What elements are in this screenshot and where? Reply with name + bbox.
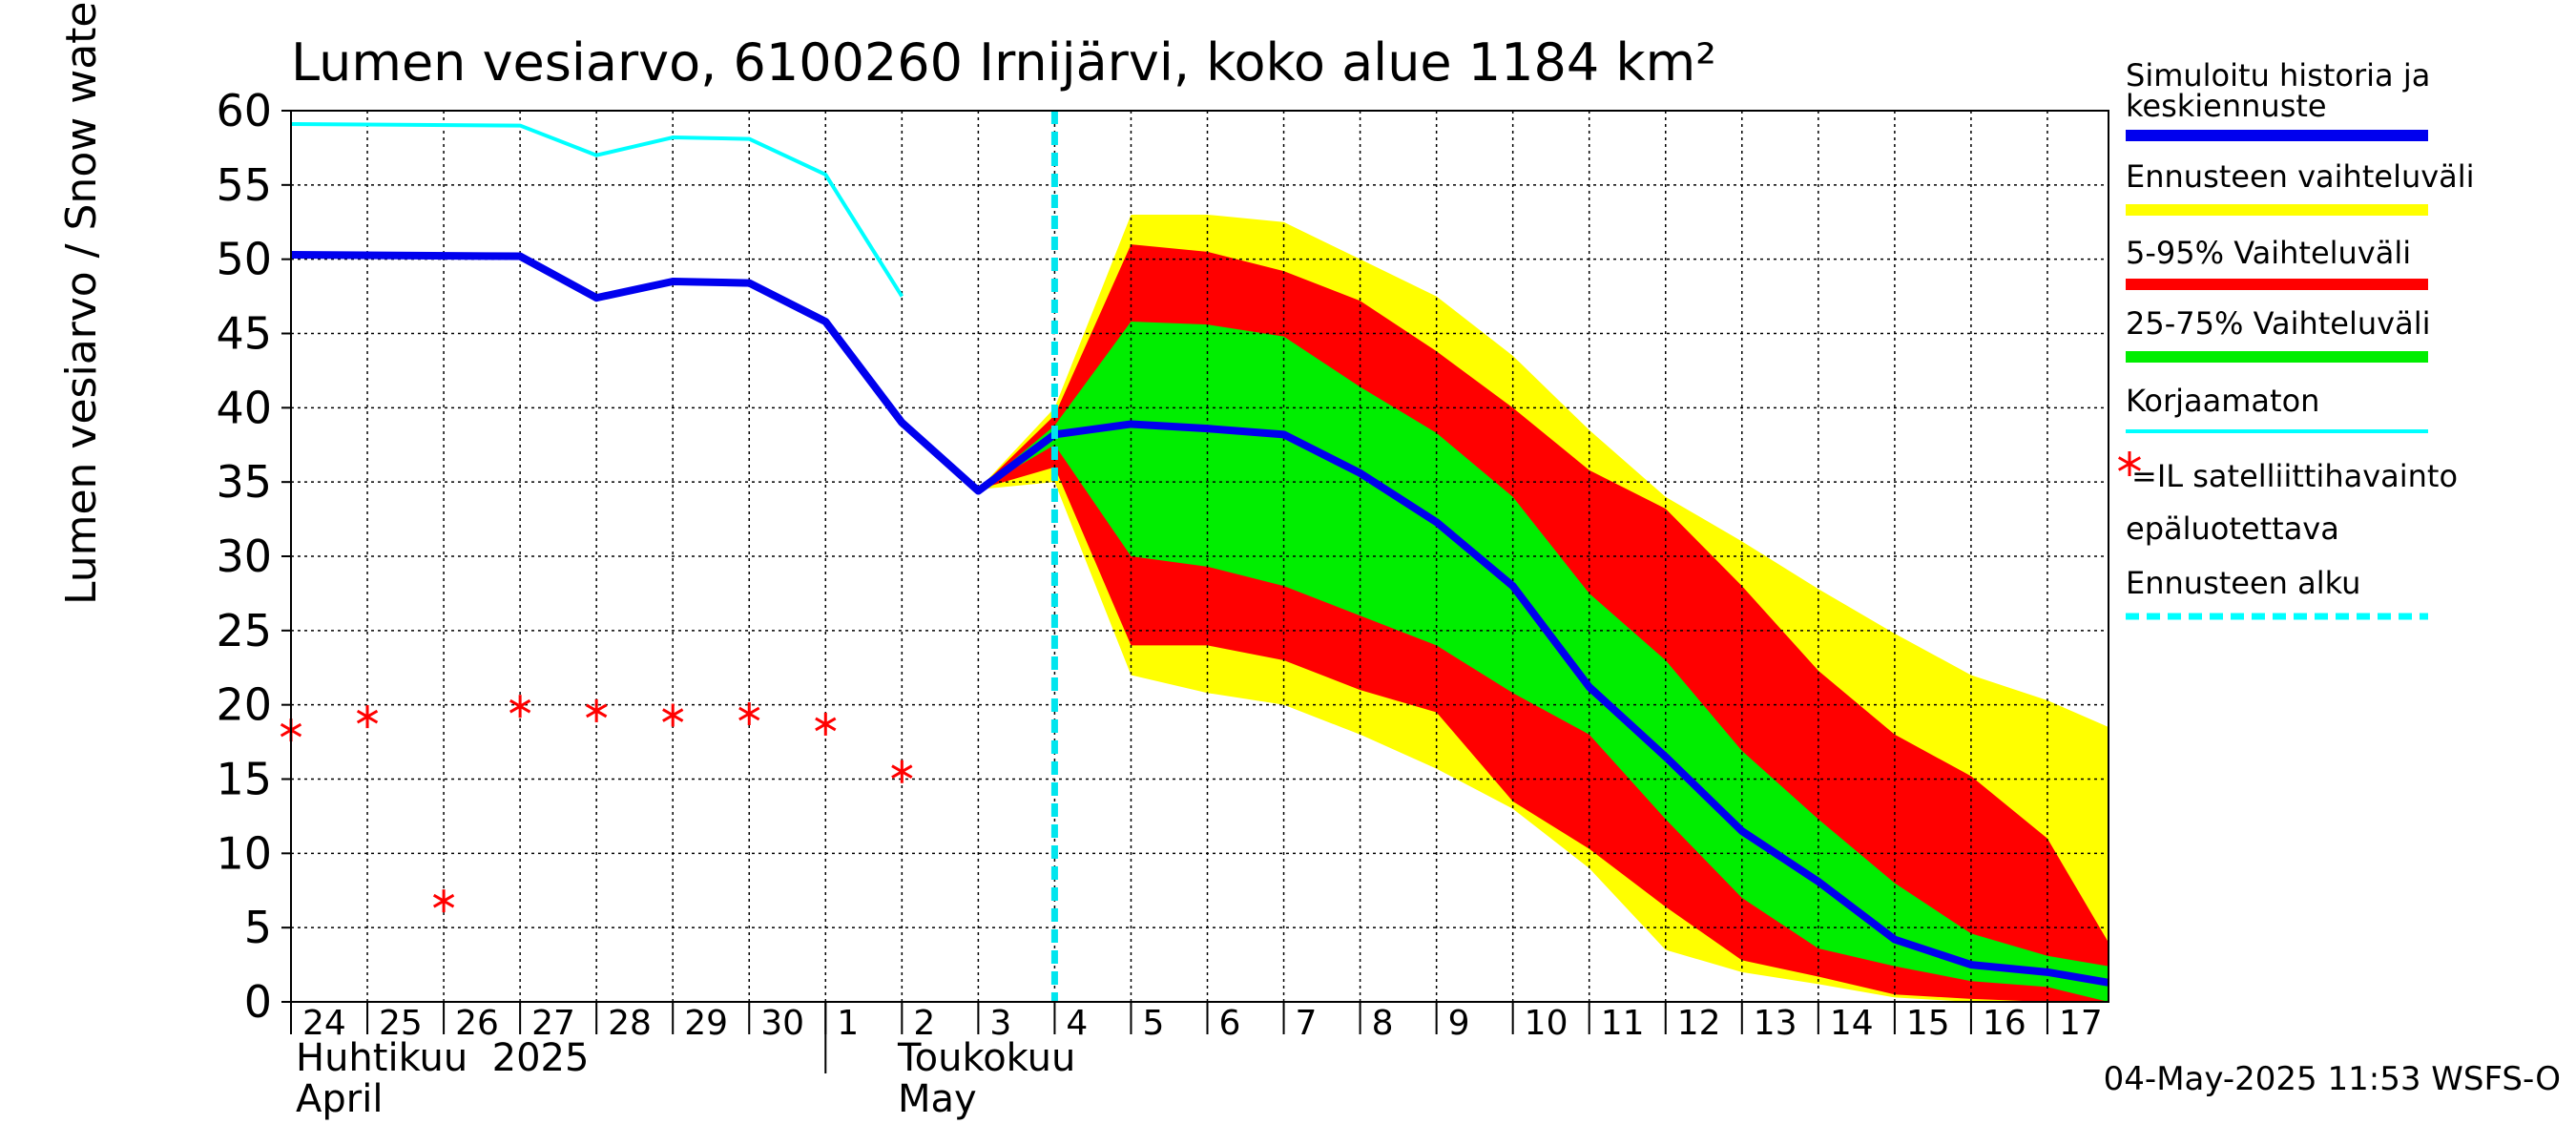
y-tick-label-30: 30 <box>216 531 272 582</box>
x-tick-label-6: 30 <box>760 1004 804 1043</box>
x-tick-label-10: 4 <box>1066 1004 1088 1043</box>
x-tick-label-2: 26 <box>455 1004 499 1043</box>
legend-label-5: Korjaamaton <box>2126 383 2319 419</box>
x-tick-label-0: 24 <box>302 1004 346 1043</box>
y-tick-label-10: 10 <box>216 827 272 879</box>
x-tick-label-21: 15 <box>1906 1004 1950 1043</box>
y-tick-label-25: 25 <box>216 605 272 656</box>
y-tick-label-20: 20 <box>216 679 272 731</box>
observation-point-8 <box>891 760 913 783</box>
y-tick-label-60: 60 <box>216 85 272 136</box>
y-tick-label-50: 50 <box>216 234 272 285</box>
x-tick-label-3: 27 <box>531 1004 575 1043</box>
x-tick-label-4: 28 <box>608 1004 652 1043</box>
observation-point-7 <box>815 712 837 736</box>
x-tick-label-5: 29 <box>684 1004 728 1043</box>
legend-star-icon <box>2117 451 2142 476</box>
series-line-2 <box>290 122 904 298</box>
x-tick-label-22: 16 <box>1983 1004 2026 1043</box>
legend-label-6-line2: epäluotettava <box>2126 510 2339 547</box>
x-tick-label-7: 1 <box>837 1004 859 1043</box>
y-axis: 0 5 10 15 20 25 30 35 40 45 50 55 60 <box>216 85 291 1028</box>
legend-label-3: 5-95% Vaihteluväli <box>2126 235 2411 271</box>
x-tick-label-23: 17 <box>2059 1004 2103 1043</box>
y-tick-label-35: 35 <box>216 456 272 508</box>
x-axis: 24 25 26 27 28 29 30 1 2 3 4 5 6 7 8 9 10 11 12 13 14 15 16 17 <box>290 1002 2103 1073</box>
y-tick-label-15: 15 <box>216 754 272 805</box>
y-tick-label-55: 55 <box>216 159 272 211</box>
legend-label-4: 25-75% Vaihteluväli <box>2126 305 2430 342</box>
legend-label-7: Ennusteen alku <box>2126 565 2360 601</box>
y-tick-label-5: 5 <box>244 902 272 953</box>
chart-title: Lumen vesiarvo, 6100260 Irnijärvi, koko … <box>291 32 1716 93</box>
x-tick-label-13: 7 <box>1296 1004 1318 1043</box>
y-tick-label-40: 40 <box>216 382 272 433</box>
grid-lines <box>291 110 2109 1003</box>
x-tick-label-20: 14 <box>1830 1004 1874 1043</box>
x-tick-label-15: 9 <box>1448 1004 1470 1043</box>
legend-label-2: Ennusteen vaihteluväli <box>2126 158 2475 195</box>
observation-point-4 <box>586 698 608 722</box>
observation-point-5 <box>662 703 684 727</box>
x-tick-label-16: 10 <box>1525 1004 1568 1043</box>
band-3 <box>978 322 2109 1003</box>
observation-point-3 <box>509 695 531 718</box>
y-tick-label-0: 0 <box>244 976 272 1028</box>
month-label-fi-may: Toukokuu <box>897 1036 1075 1080</box>
x-tick-label-14: 8 <box>1372 1004 1394 1043</box>
y-axis-label: Lumen vesiarvo / Snow water equiv. mm <box>57 0 106 605</box>
month-label-fi-april: Huhtikuu 2025 <box>296 1036 589 1080</box>
month-label-en-may: May <box>898 1077 977 1121</box>
x-tick-label-17: 11 <box>1601 1004 1645 1043</box>
x-tick-label-9: 3 <box>989 1004 1011 1043</box>
x-tick-label-18: 12 <box>1677 1004 1721 1043</box>
x-tick-label-12: 6 <box>1219 1004 1241 1043</box>
x-tick-label-11: 5 <box>1142 1004 1164 1043</box>
x-tick-label-8: 2 <box>913 1004 935 1043</box>
series-line-1 <box>290 250 2109 987</box>
satellite-observations <box>280 695 913 913</box>
observation-point-1 <box>356 705 379 729</box>
month-label-en-april: April <box>296 1077 383 1121</box>
x-tick-label-19: 13 <box>1754 1004 1797 1043</box>
legend-label-6: =IL satelliittihavainto <box>2131 458 2458 494</box>
observation-point-2 <box>432 889 455 913</box>
x-tick-label-1: 25 <box>379 1004 423 1043</box>
y-tick-label-45: 45 <box>216 308 272 360</box>
observation-point-6 <box>738 702 760 726</box>
series-lines <box>290 111 2109 1002</box>
legend-label-1: Simuloitu historia ja <box>2126 57 2430 94</box>
footer-timestamp: 04-May-2025 11:53 WSFS-O <box>2104 1060 2561 1098</box>
legend-label-1-line2: keskiennuste <box>2126 88 2327 124</box>
